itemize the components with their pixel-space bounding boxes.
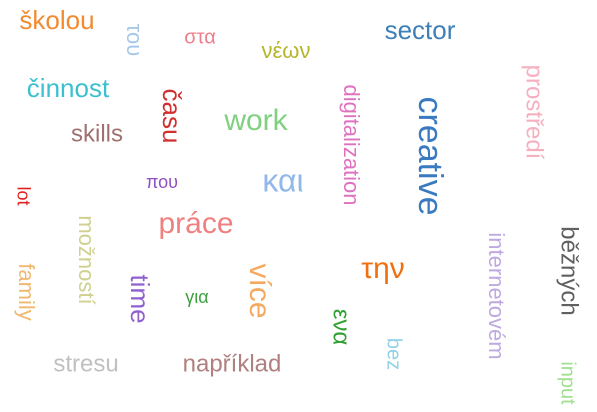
word: creative xyxy=(411,96,449,215)
word: školou xyxy=(19,5,94,35)
word: work xyxy=(223,104,288,137)
word: stresu xyxy=(53,350,118,377)
word: internetovém xyxy=(484,232,509,359)
word: time xyxy=(125,274,155,323)
word: input xyxy=(557,361,579,405)
word: για xyxy=(185,287,208,307)
word: στα xyxy=(184,26,216,48)
word: sector xyxy=(385,15,456,45)
word: více xyxy=(243,263,276,318)
word: family xyxy=(14,263,39,320)
word: digitalization xyxy=(339,84,364,205)
word: του xyxy=(122,24,147,57)
word: možností xyxy=(74,215,99,304)
word: například xyxy=(183,350,282,377)
word: práce xyxy=(158,207,233,240)
word: ενα xyxy=(328,309,355,346)
word: την xyxy=(361,252,405,285)
word: činnost xyxy=(27,73,110,103)
word: času xyxy=(157,89,187,144)
word: και xyxy=(262,162,303,198)
word: νέων xyxy=(262,38,311,63)
word: skills xyxy=(71,120,123,147)
word: bez xyxy=(383,338,405,370)
word: lot xyxy=(13,186,33,205)
word: που xyxy=(146,172,178,192)
word: běžných xyxy=(556,226,583,315)
word: prostředí xyxy=(521,65,548,160)
